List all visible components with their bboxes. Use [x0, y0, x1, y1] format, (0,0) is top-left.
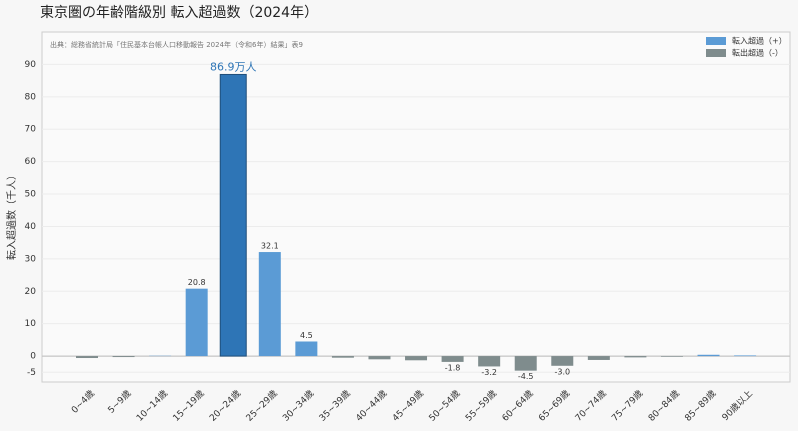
value-label: 32.1 [261, 242, 279, 251]
x-tick-label: 5~9歳 [105, 387, 133, 415]
y-axis-label: 転入超過数（千人） [5, 170, 18, 260]
x-tick-label: 45~49歳 [390, 387, 426, 423]
bar [332, 356, 354, 358]
bar [368, 356, 390, 359]
bar [113, 356, 135, 357]
bar [515, 356, 537, 371]
y-tick-label: 70 [25, 125, 37, 135]
value-label: 20.8 [188, 278, 206, 287]
bar [442, 356, 464, 362]
legend-label: 転出超過（-） [732, 48, 783, 58]
x-tick-label: 30~34歳 [280, 387, 316, 423]
x-tick-label: 60~64歳 [499, 387, 535, 423]
y-tick-label: 60 [25, 157, 37, 167]
x-tick-label: 70~74歳 [572, 387, 608, 423]
bar [478, 356, 500, 366]
y-tick-label: 80 [25, 92, 37, 102]
y-tick-label: 40 [25, 222, 37, 232]
legend-swatch [706, 37, 726, 45]
x-tick-label: 50~54歳 [426, 387, 462, 423]
y-tick-label: 0 [30, 352, 36, 362]
bar [76, 356, 98, 358]
value-label: -1.8 [445, 363, 461, 372]
x-tick-label: 90歳以上 [719, 387, 755, 423]
legend-label: 転入超過（+） [732, 36, 787, 46]
source-note: 出典：総務省統計局「住民基本台帳人口移動報告 2024年（令和6年）結果」表9 [50, 40, 303, 49]
x-tick-label: 75~79歳 [609, 387, 645, 423]
y-tick-label: -5 [27, 368, 36, 378]
legend-swatch [706, 49, 726, 57]
bar [624, 356, 646, 357]
x-tick-label: 35~39歳 [316, 387, 352, 423]
bar [220, 74, 246, 356]
bar [698, 355, 720, 356]
value-label: 4.5 [300, 331, 313, 340]
bar [588, 356, 610, 360]
plot-frame [42, 32, 790, 382]
value-label: -3.0 [554, 367, 570, 376]
x-tick-label: 65~69歳 [536, 387, 572, 423]
bar [405, 356, 427, 360]
bar-annotation: 86.9万人 [210, 60, 257, 73]
value-label: -4.5 [518, 372, 534, 381]
bar [734, 355, 756, 356]
x-tick-label: 0~4歳 [69, 387, 97, 415]
y-tick-label: 20 [25, 287, 37, 297]
x-tick-label: 80~84歳 [645, 387, 681, 423]
bar [661, 356, 683, 357]
bar [551, 356, 573, 366]
x-tick-label: 85~89歳 [682, 387, 718, 423]
value-label: -3.2 [481, 368, 497, 377]
x-tick-label: 10~14歳 [134, 387, 170, 423]
bar [186, 289, 208, 356]
x-tick-label: 25~29歳 [243, 387, 279, 423]
y-tick-label: 50 [25, 190, 37, 200]
y-tick-label: 30 [25, 254, 37, 264]
bar [295, 341, 317, 356]
x-tick-label: 20~24歳 [207, 387, 243, 423]
x-tick-label: 40~44歳 [353, 387, 389, 423]
x-tick-label: 55~59歳 [463, 387, 499, 423]
y-tick-label: 90 [25, 60, 37, 70]
bar [259, 252, 281, 356]
chart-title: 東京圏の年齢階級別 転入超過数（2024年） [40, 5, 318, 21]
y-tick-label: 10 [25, 319, 37, 329]
x-tick-label: 15~19歳 [170, 387, 206, 423]
